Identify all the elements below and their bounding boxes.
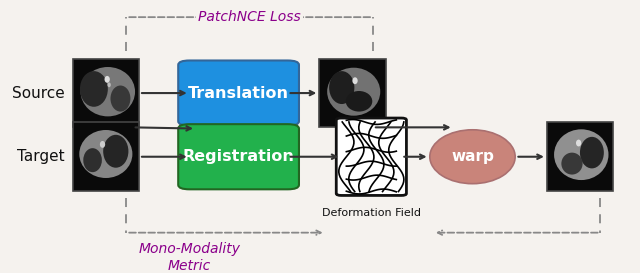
Ellipse shape: [80, 71, 108, 107]
FancyBboxPatch shape: [178, 124, 299, 189]
Ellipse shape: [346, 91, 372, 112]
Text: warp: warp: [451, 149, 494, 164]
Ellipse shape: [561, 153, 582, 174]
Text: Mono-Modality
Metric: Mono-Modality Metric: [139, 242, 241, 273]
FancyBboxPatch shape: [319, 59, 385, 127]
Ellipse shape: [327, 68, 380, 116]
Ellipse shape: [576, 140, 581, 146]
Text: Source: Source: [12, 85, 65, 100]
Ellipse shape: [430, 130, 515, 184]
Text: Registration: Registration: [182, 149, 294, 164]
Ellipse shape: [353, 77, 358, 84]
FancyBboxPatch shape: [547, 123, 613, 191]
Ellipse shape: [108, 82, 111, 87]
Text: Deformation Field: Deformation Field: [322, 208, 421, 218]
Text: PatchNCE Loss: PatchNCE Loss: [198, 10, 301, 24]
Ellipse shape: [329, 71, 355, 104]
FancyBboxPatch shape: [178, 61, 299, 126]
Ellipse shape: [81, 67, 135, 116]
Ellipse shape: [111, 85, 131, 112]
Ellipse shape: [79, 130, 132, 178]
Ellipse shape: [580, 137, 604, 168]
Ellipse shape: [554, 129, 609, 180]
Ellipse shape: [83, 148, 102, 172]
FancyBboxPatch shape: [336, 118, 406, 195]
Ellipse shape: [104, 76, 110, 83]
FancyBboxPatch shape: [73, 59, 139, 127]
FancyBboxPatch shape: [73, 123, 139, 191]
Text: Translation: Translation: [188, 85, 289, 100]
Ellipse shape: [103, 135, 129, 168]
Ellipse shape: [100, 141, 105, 148]
Text: Target: Target: [17, 149, 65, 164]
